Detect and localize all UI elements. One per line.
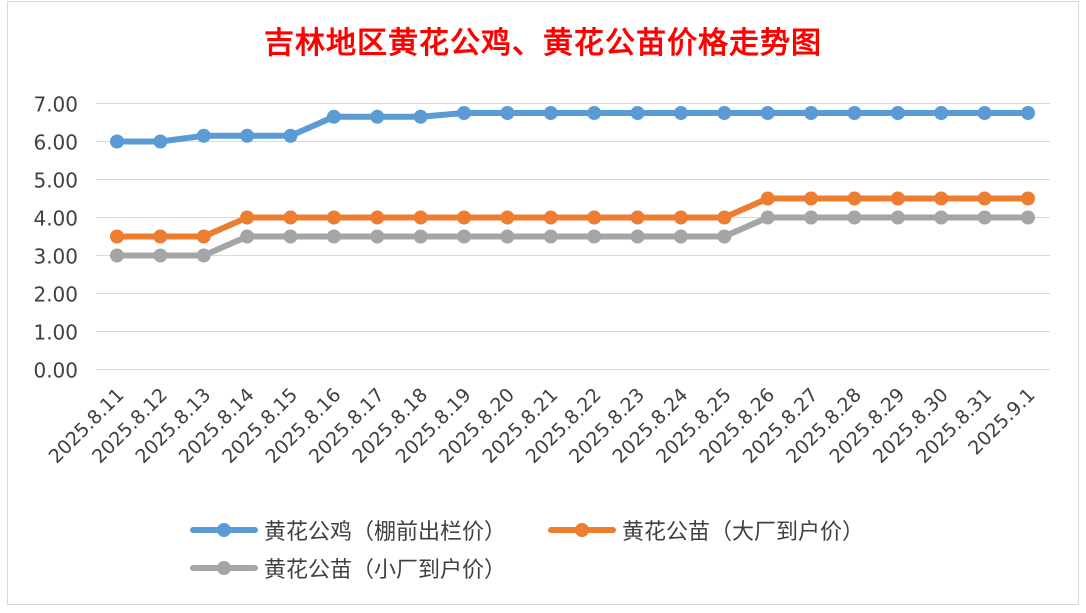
data-point[interactable]: [457, 229, 472, 244]
data-point[interactable]: [326, 109, 341, 124]
data-point[interactable]: [934, 106, 949, 120]
data-point[interactable]: [1021, 106, 1035, 120]
series-2: [110, 191, 1035, 244]
data-point[interactable]: [153, 134, 168, 149]
data-point[interactable]: [587, 210, 602, 225]
data-point[interactable]: [153, 248, 168, 263]
data-point[interactable]: [847, 191, 862, 206]
data-point[interactable]: [804, 191, 819, 206]
legend-item-series-2[interactable]: 黄花公苗（大厂到户价）: [548, 515, 864, 545]
data-point[interactable]: [543, 106, 558, 120]
data-point[interactable]: [977, 106, 992, 120]
data-point[interactable]: [587, 106, 602, 120]
legend-marker-icon: [548, 515, 616, 545]
data-point[interactable]: [283, 210, 298, 225]
data-point[interactable]: [196, 229, 211, 244]
data-point[interactable]: [543, 229, 558, 244]
y-tick-label: 7.00: [33, 93, 78, 117]
data-point[interactable]: [847, 210, 862, 225]
data-point[interactable]: [283, 128, 298, 143]
data-point[interactable]: [240, 229, 255, 244]
data-point[interactable]: [457, 210, 472, 225]
data-point[interactable]: [760, 210, 775, 225]
y-tick-label: 2.00: [33, 283, 78, 307]
series-1: [110, 106, 1035, 149]
data-point[interactable]: [717, 229, 732, 244]
data-point[interactable]: [977, 191, 992, 206]
data-point[interactable]: [890, 191, 905, 206]
legend-dot: [217, 523, 231, 537]
data-point[interactable]: [110, 134, 124, 149]
legend-dot: [575, 523, 589, 537]
data-point[interactable]: [240, 210, 255, 225]
y-tick-label: 3.00: [33, 245, 78, 269]
data-point[interactable]: [630, 229, 645, 244]
data-point[interactable]: [196, 248, 211, 263]
y-tick-label: 5.00: [33, 169, 78, 193]
data-point[interactable]: [587, 229, 602, 244]
y-tick-label: 6.00: [33, 131, 78, 155]
series-line: [114, 214, 1031, 259]
data-point[interactable]: [240, 128, 255, 143]
data-point[interactable]: [673, 210, 688, 225]
data-point[interactable]: [890, 210, 905, 225]
data-point[interactable]: [673, 229, 688, 244]
chart-area[interactable]: [7, 1, 1079, 605]
data-point[interactable]: [500, 106, 515, 120]
data-point[interactable]: [326, 210, 341, 225]
legend-label: 黄花公苗（小厂到户价）: [264, 558, 507, 583]
legend-marker-icon: [190, 553, 258, 583]
data-point[interactable]: [977, 210, 992, 225]
y-tick-label: 4.00: [33, 207, 78, 231]
data-point[interactable]: [413, 210, 428, 225]
series-3: [110, 210, 1035, 263]
data-point[interactable]: [934, 210, 949, 225]
series-line: [114, 110, 1031, 145]
chart-title: 吉林地区黄花公鸡、黄花公苗价格走势图: [264, 26, 822, 61]
data-point[interactable]: [543, 210, 558, 225]
data-point[interactable]: [413, 109, 428, 124]
data-point[interactable]: [500, 229, 515, 244]
legend-marker-icon: [190, 515, 258, 545]
legend-label: 黄花公苗（大厂到户价）: [622, 520, 865, 545]
data-point[interactable]: [630, 106, 645, 120]
legend-label: 黄花公鸡（棚前出栏价）: [264, 520, 507, 545]
data-point[interactable]: [847, 106, 862, 120]
data-point[interactable]: [673, 106, 688, 120]
legend-item-series-1[interactable]: 黄花公鸡（棚前出栏价）: [190, 515, 506, 545]
data-point[interactable]: [413, 229, 428, 244]
data-point[interactable]: [717, 210, 732, 225]
data-point[interactable]: [1021, 210, 1035, 225]
data-point[interactable]: [326, 229, 341, 244]
data-point[interactable]: [500, 210, 515, 225]
legend-item-series-3[interactable]: 黄花公苗（小厂到户价）: [190, 553, 506, 583]
data-point[interactable]: [370, 229, 385, 244]
data-point[interactable]: [804, 210, 819, 225]
data-point[interactable]: [1021, 191, 1035, 206]
data-point[interactable]: [153, 229, 168, 244]
series-line: [114, 195, 1031, 240]
data-point[interactable]: [370, 210, 385, 225]
data-point[interactable]: [717, 106, 732, 120]
data-point[interactable]: [760, 106, 775, 120]
data-point[interactable]: [457, 106, 472, 120]
data-point[interactable]: [283, 229, 298, 244]
y-tick-label: 0.00: [33, 359, 78, 383]
data-point[interactable]: [934, 191, 949, 206]
data-point[interactable]: [630, 210, 645, 225]
data-point[interactable]: [110, 248, 124, 263]
data-point[interactable]: [110, 229, 124, 244]
data-point[interactable]: [196, 128, 211, 143]
legend-dot: [217, 561, 231, 575]
data-point[interactable]: [890, 106, 905, 120]
data-point[interactable]: [760, 191, 775, 206]
data-point[interactable]: [370, 109, 385, 124]
data-point[interactable]: [804, 106, 819, 120]
y-tick-label: 1.00: [33, 321, 78, 345]
